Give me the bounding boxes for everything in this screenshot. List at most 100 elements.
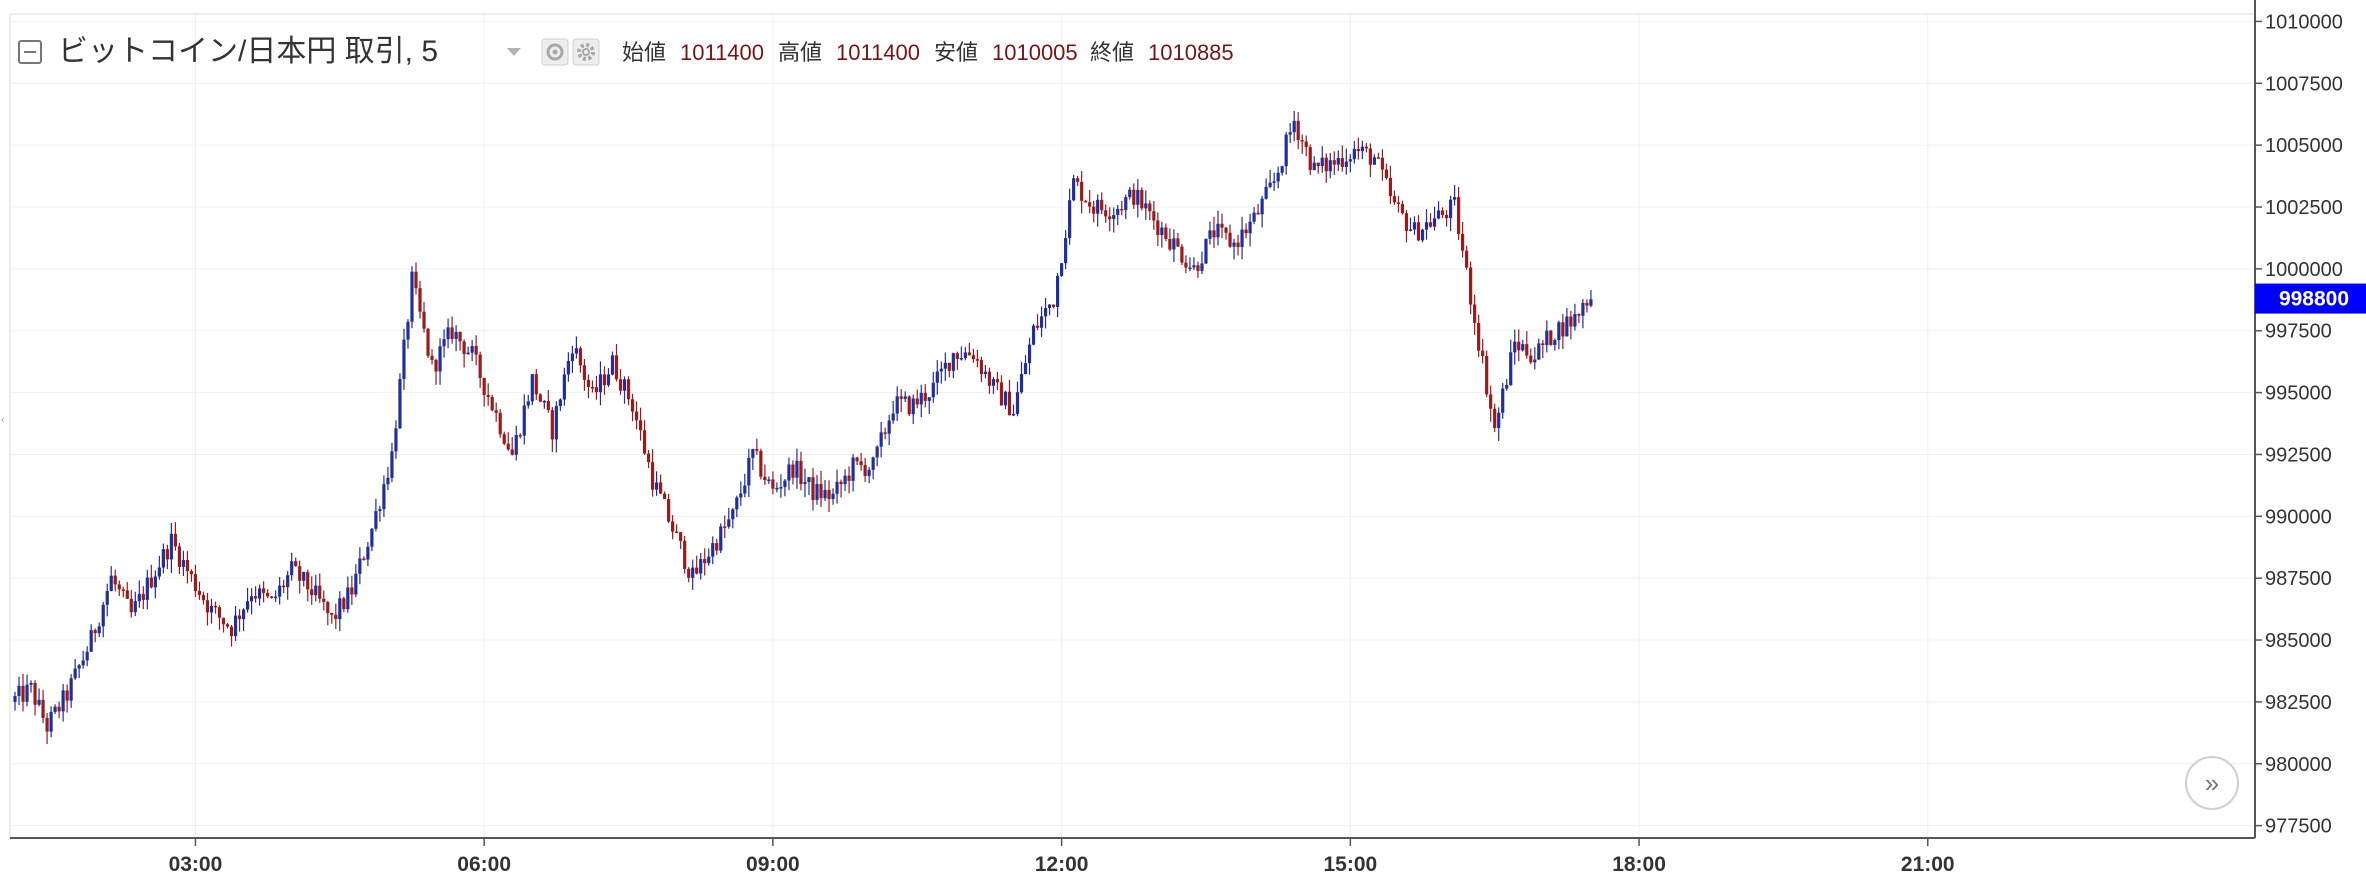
candle-body — [498, 412, 502, 435]
candle — [382, 475, 386, 517]
candle — [1396, 196, 1401, 213]
candle-body — [49, 711, 53, 732]
candle — [935, 360, 939, 395]
candle-body — [201, 595, 206, 601]
candle-body — [1092, 206, 1096, 214]
candle — [1493, 403, 1497, 433]
candle — [663, 491, 667, 500]
current-price-value: 998800 — [2279, 288, 2349, 311]
candle — [278, 577, 282, 605]
chevron-down-icon[interactable] — [507, 48, 521, 56]
candle-body — [887, 420, 891, 434]
candle-body — [358, 558, 362, 574]
candle — [554, 401, 558, 453]
ohlc-close-label: 終値 — [1090, 40, 1134, 65]
collapse-toggle-icon[interactable] — [18, 40, 42, 64]
candle-body — [302, 572, 306, 581]
candle — [642, 420, 647, 455]
candle-body — [1288, 132, 1292, 135]
candle — [695, 555, 699, 575]
candle — [1224, 226, 1228, 240]
candle-body — [73, 668, 77, 679]
ohlc-close-value: 1010885 — [1148, 40, 1234, 65]
axis-layer: 977500 980000 982500 985000 987500 990000 9925… — [9, 0, 2343, 876]
candle — [1485, 350, 1489, 398]
candle-body — [237, 615, 242, 620]
gear-icon[interactable] — [572, 38, 600, 66]
candle — [470, 340, 474, 362]
candle-body — [53, 706, 57, 712]
candle-body — [663, 493, 667, 500]
candle-body — [703, 559, 707, 564]
candle-body — [1448, 199, 1453, 219]
candle-body — [1276, 172, 1280, 182]
candle-body — [1388, 177, 1393, 197]
candle-body — [1192, 265, 1196, 268]
candle — [1537, 338, 1541, 360]
candle — [955, 351, 959, 370]
candle-body — [1332, 160, 1336, 165]
candle-body — [1440, 210, 1445, 215]
candle — [875, 445, 879, 467]
candle — [791, 460, 795, 485]
candle-body — [554, 406, 558, 440]
candle — [683, 536, 687, 574]
candle-body — [1336, 157, 1340, 165]
y-tick-label: 997500 — [2265, 321, 2332, 343]
candle — [41, 689, 45, 724]
candle — [302, 571, 306, 587]
candle — [1039, 306, 1044, 337]
candle-body — [394, 428, 398, 452]
candle-body — [378, 509, 382, 512]
scroll-to-realtime-button[interactable]: » — [2185, 756, 2239, 810]
candle — [899, 389, 903, 413]
candle-body — [699, 559, 703, 574]
candle-body — [1316, 162, 1320, 167]
candle-body — [1505, 384, 1509, 389]
ohlc-high-value: 1011400 — [836, 40, 920, 65]
candle-body — [811, 477, 815, 500]
candle — [237, 609, 242, 632]
candle — [502, 431, 506, 446]
candle-body — [1585, 302, 1589, 306]
candle — [1232, 238, 1236, 260]
candle — [566, 352, 570, 382]
candle-body — [655, 482, 659, 490]
candle — [1376, 152, 1380, 159]
candle — [141, 586, 145, 610]
candle-body — [286, 575, 290, 588]
candle — [446, 318, 450, 349]
candle-body — [326, 602, 330, 613]
candle-body — [927, 397, 931, 401]
left-resize-handle[interactable]: ‹ — [1, 414, 5, 426]
candle-body — [1428, 222, 1433, 227]
candle-body — [177, 546, 182, 567]
visibility-icon[interactable] — [541, 38, 569, 66]
candle — [931, 371, 935, 403]
candle-body — [1372, 157, 1376, 165]
candle — [1557, 320, 1561, 350]
candle-body — [626, 379, 631, 400]
candle-body — [1581, 302, 1585, 316]
candle — [1184, 255, 1188, 274]
candle — [839, 479, 843, 498]
candle-body — [386, 477, 390, 485]
candle — [1424, 209, 1429, 240]
chart-header: ビットコイン/日本円 取引, 5 始値 1011400 高値 1011400 安… — [18, 35, 1234, 68]
candle — [626, 376, 631, 406]
candle-body — [29, 682, 33, 685]
candle-body — [442, 339, 446, 347]
candle — [370, 527, 374, 552]
candle-body — [346, 587, 350, 610]
candle-body — [967, 352, 971, 356]
candle-body — [342, 598, 346, 610]
candle — [1204, 238, 1208, 265]
candle — [125, 582, 129, 600]
candle — [1116, 204, 1120, 226]
candle — [891, 400, 895, 424]
candle-body — [1465, 250, 1469, 268]
candle — [113, 569, 117, 592]
candle — [1585, 299, 1589, 313]
